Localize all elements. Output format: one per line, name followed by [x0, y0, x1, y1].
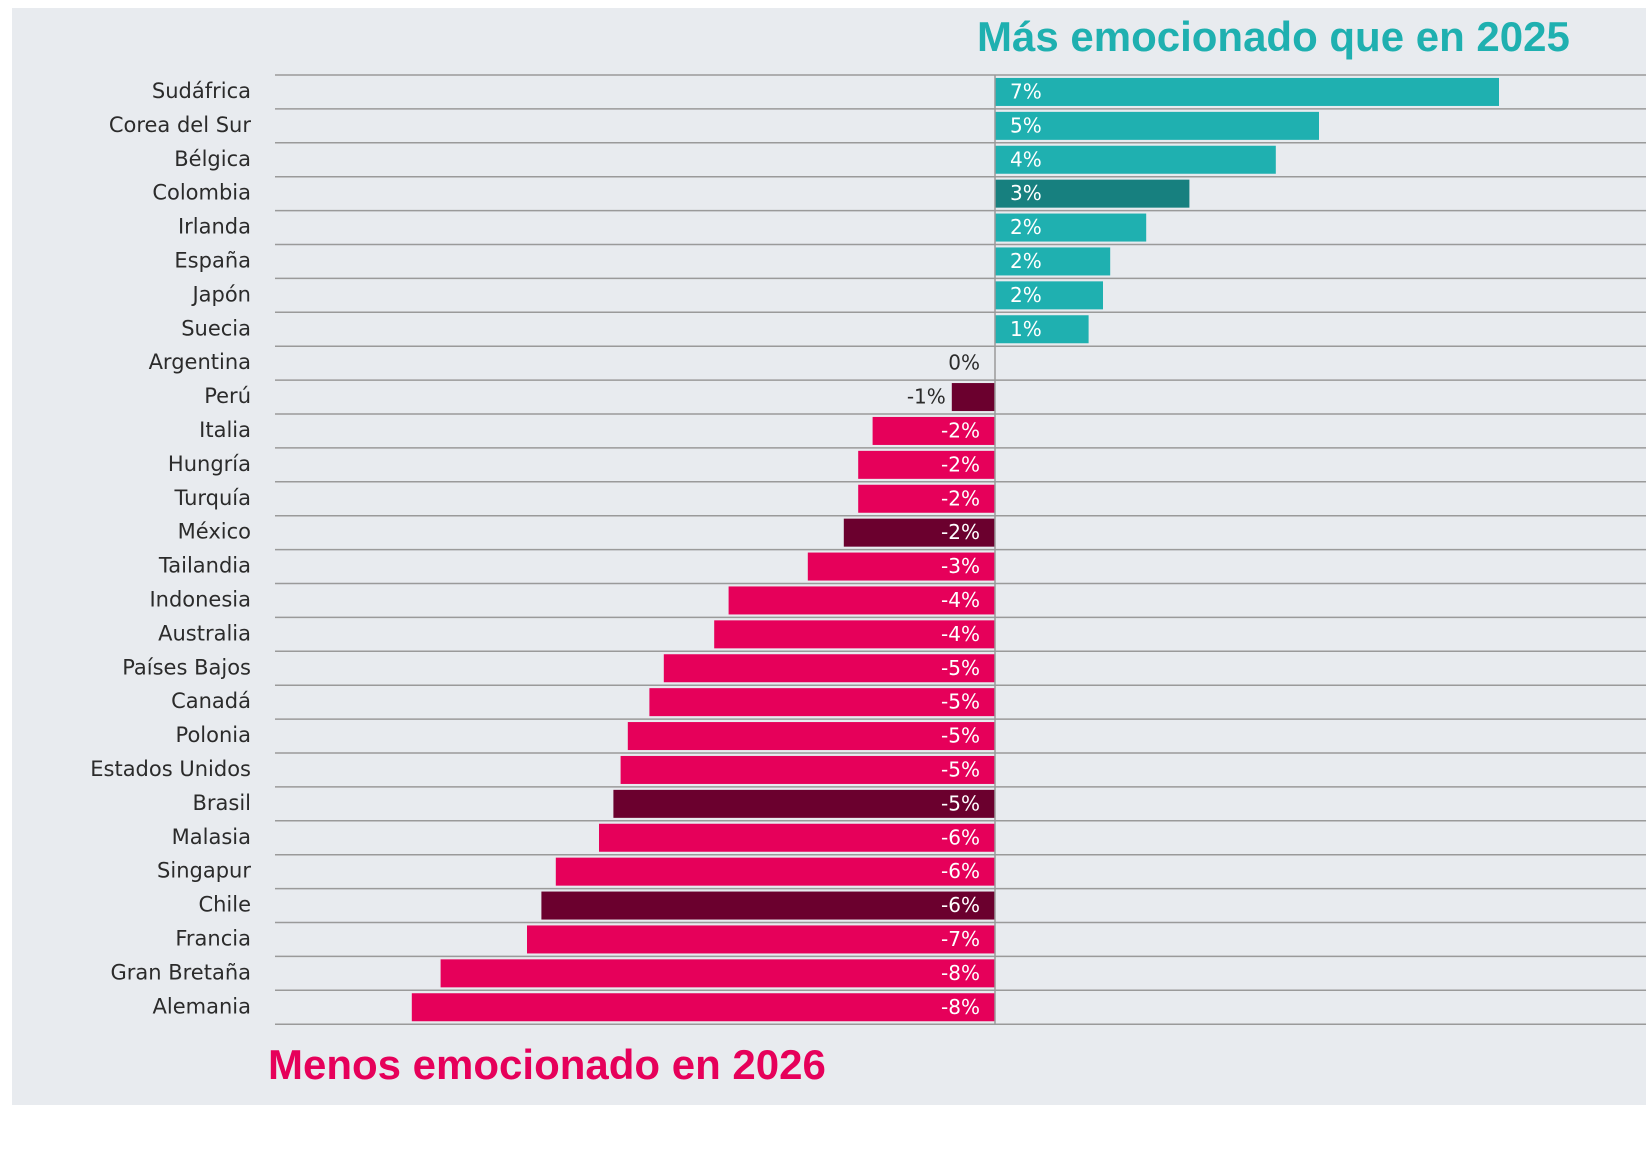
bar	[627, 722, 995, 751]
bar	[995, 213, 1147, 242]
value-label: -8%	[941, 995, 980, 1019]
bar	[995, 315, 1089, 344]
bar	[843, 518, 995, 547]
value-label: 2%	[1010, 283, 1042, 307]
bar	[541, 891, 995, 920]
bar	[440, 959, 996, 988]
chart-subtitle: Menos emocionado en 2026	[268, 1041, 826, 1088]
category-label: Brasil	[192, 791, 251, 815]
value-label: -5%	[941, 791, 980, 815]
bar	[411, 993, 995, 1022]
bar	[807, 552, 995, 581]
bar	[872, 416, 995, 445]
bar	[858, 484, 995, 513]
bar	[620, 755, 995, 784]
bar	[728, 586, 995, 615]
category-label: Suecia	[181, 316, 251, 340]
value-label: -2%	[941, 520, 980, 544]
value-label: -4%	[941, 622, 980, 646]
category-label: México	[178, 520, 251, 544]
value-label: -5%	[941, 757, 980, 781]
value-label: -2%	[941, 486, 980, 510]
category-label: Irlanda	[178, 215, 251, 239]
bar	[858, 450, 995, 479]
value-label: -2%	[941, 452, 980, 476]
value-label: 4%	[1010, 147, 1042, 171]
value-label: -5%	[941, 656, 980, 680]
value-label: -6%	[941, 859, 980, 883]
value-label: 2%	[1010, 249, 1042, 273]
value-label: -4%	[941, 588, 980, 612]
value-label: 3%	[1010, 181, 1042, 205]
value-label: -7%	[941, 927, 980, 951]
category-label: Hungría	[168, 452, 251, 476]
category-label: Estados Unidos	[90, 757, 251, 781]
category-label: Italia	[199, 418, 251, 442]
category-label: Japón	[190, 282, 251, 306]
category-label: Gran Bretaña	[110, 960, 251, 984]
bar	[995, 179, 1190, 208]
category-label: Sudáfrica	[152, 79, 251, 103]
category-label: Francia	[175, 926, 251, 950]
bar	[663, 654, 995, 683]
chart-title: Más emocionado que en 2025	[977, 13, 1570, 60]
category-label: Australia	[158, 621, 251, 645]
value-label: -5%	[941, 724, 980, 748]
category-label: Canadá	[171, 689, 251, 713]
category-label: Alemania	[153, 994, 251, 1018]
category-label: Malasia	[172, 825, 251, 849]
value-label: -1%	[907, 385, 946, 409]
bar	[995, 111, 1319, 140]
bar	[995, 77, 1499, 106]
bar	[951, 383, 995, 412]
bar	[995, 247, 1111, 276]
category-label: Bélgica	[174, 147, 251, 171]
category-label: Perú	[204, 384, 251, 408]
category-label: Argentina	[149, 350, 251, 374]
category-label: Chile	[198, 893, 251, 917]
category-label: Corea del Sur	[109, 113, 252, 137]
value-label: -5%	[941, 690, 980, 714]
bar	[555, 857, 995, 886]
category-label: Singapur	[157, 859, 251, 883]
category-label: Polonia	[176, 723, 251, 747]
category-label: Indonesia	[149, 587, 251, 611]
category-label: España	[174, 248, 251, 272]
bar	[527, 925, 995, 954]
bar	[714, 620, 995, 649]
bar	[613, 789, 995, 818]
category-label: Tailandia	[158, 554, 251, 578]
value-label: -8%	[941, 961, 980, 985]
bar	[995, 281, 1103, 310]
bar	[995, 145, 1276, 174]
value-label: 1%	[1010, 317, 1042, 341]
bar	[649, 688, 995, 717]
category-label: Países Bajos	[122, 655, 251, 679]
value-label: -6%	[941, 825, 980, 849]
value-label: 7%	[1010, 79, 1042, 103]
value-label: 2%	[1010, 215, 1042, 239]
value-label: 0%	[948, 351, 980, 375]
category-label: Colombia	[152, 181, 251, 205]
category-label: Turquía	[173, 486, 251, 510]
bar	[599, 823, 995, 852]
value-label: 5%	[1010, 113, 1042, 137]
value-label: -6%	[941, 893, 980, 917]
value-label: -3%	[941, 554, 980, 578]
value-label: -2%	[941, 418, 980, 442]
